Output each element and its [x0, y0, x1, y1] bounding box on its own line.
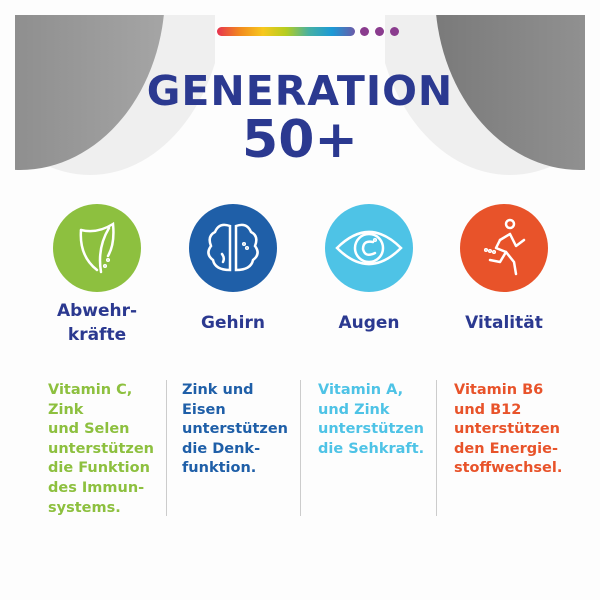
benefit-label: Augen	[338, 313, 400, 333]
divider	[300, 380, 301, 516]
shield-icon	[53, 204, 141, 292]
dot	[360, 27, 369, 36]
brain-icon	[189, 204, 277, 292]
dot	[375, 27, 384, 36]
left-decoration	[15, 15, 215, 175]
benefit-label: Vitalität	[465, 313, 543, 333]
eye-icon	[325, 204, 413, 292]
rainbow-bar	[217, 27, 355, 36]
divider	[166, 380, 167, 516]
dot	[390, 27, 399, 36]
right-decoration	[385, 15, 585, 175]
page-subtitle: 50+	[242, 110, 358, 170]
page-title: GENERATION	[146, 67, 454, 115]
divider	[436, 380, 437, 516]
benefit-description: Zink und Eisen unterstützen die Denk- fu…	[182, 382, 288, 477]
benefit-description: Vitamin A, und Zink unterstützen die Seh…	[318, 382, 425, 457]
benefit-label: Abwehr- kräfte	[56, 301, 138, 345]
benefit-label: Gehirn	[201, 313, 265, 333]
running-person-icon	[460, 204, 548, 292]
benefit-description: Vitamin C, Zink und Selen unterstützen d…	[48, 382, 154, 516]
benefit-description: Vitamin B6 und B12 unterstützen den Ener…	[454, 382, 563, 477]
